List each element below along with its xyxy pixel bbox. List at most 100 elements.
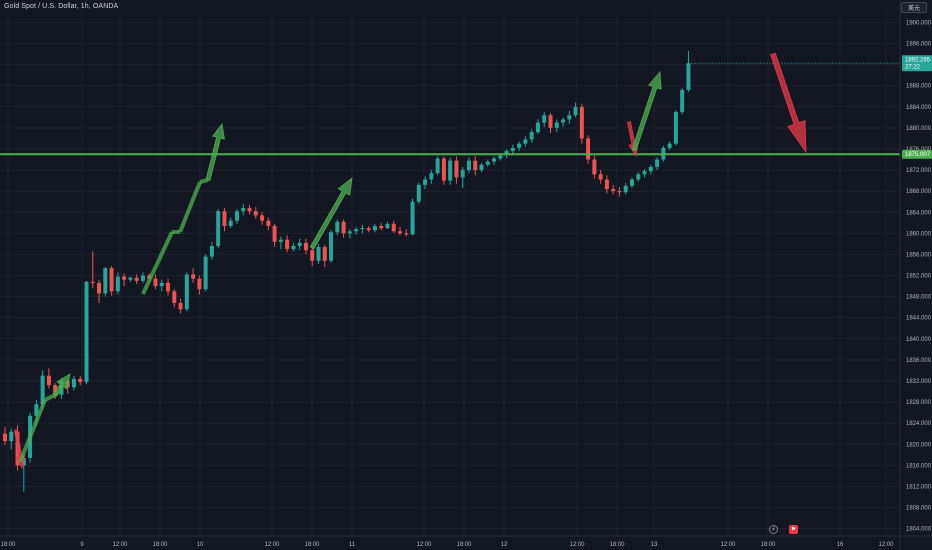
x-tick-label: 18:00: [0, 542, 16, 548]
candle: [191, 268, 196, 283]
candle-body: [404, 233, 409, 235]
candle: [498, 154, 503, 161]
candle-body: [241, 208, 246, 212]
candle-body: [567, 115, 572, 120]
candle-body: [642, 171, 647, 175]
arrow-segment: [172, 230, 180, 234]
x-tick-label: 12:00: [878, 542, 894, 548]
candle-body: [222, 211, 227, 226]
candle: [535, 119, 540, 135]
y-tick-label: 1872.000: [906, 168, 932, 174]
candle: [234, 209, 239, 224]
candle-body: [109, 268, 114, 292]
candle: [435, 156, 440, 176]
candle: [84, 280, 89, 385]
candle-body: [423, 179, 428, 185]
x-tick-label: 18:00: [456, 542, 472, 548]
candle-body: [535, 122, 540, 133]
candle: [140, 272, 145, 283]
y-tick-label: 1888.000: [906, 84, 932, 90]
candle-body: [191, 274, 196, 279]
candle: [617, 186, 622, 197]
candle-body: [260, 215, 265, 221]
candle: [379, 222, 384, 231]
candle: [554, 119, 559, 133]
x-tick-label: 12: [501, 542, 508, 548]
candle: [636, 172, 641, 182]
candle: [492, 156, 497, 165]
candle-body: [586, 138, 591, 160]
y-tick-label: 1852.000: [906, 274, 932, 280]
candle: [579, 103, 584, 144]
candle: [122, 273, 127, 287]
candle-body: [435, 158, 440, 174]
candle-body: [303, 242, 308, 251]
candle-body: [561, 119, 566, 123]
candle-body: [329, 232, 334, 261]
candle-body: [604, 179, 609, 190]
candle: [429, 170, 434, 184]
candle: [303, 238, 308, 255]
candle-body: [517, 143, 522, 148]
candle: [423, 176, 428, 190]
candle-body: [630, 179, 634, 186]
candle-body: [379, 225, 384, 229]
x-tick-label: 18:00: [760, 542, 776, 548]
candle-body: [197, 278, 202, 290]
lightning-icon[interactable]: ⚡: [769, 525, 778, 534]
current-price-tag-text: 1892.265: [905, 58, 931, 64]
event-flag-icon[interactable]: ⚑: [789, 525, 798, 534]
candle-body: [234, 211, 239, 221]
candle-body: [667, 143, 672, 148]
candle-body: [53, 385, 58, 395]
candle: [479, 162, 484, 173]
candle: [228, 217, 233, 229]
candle: [347, 229, 352, 239]
candle-body: [510, 147, 515, 152]
y-tick-label: 1816.000: [906, 463, 932, 469]
arrow-segment: [178, 181, 202, 233]
y-tick-label: 1820.000: [906, 442, 932, 448]
y-tick-label: 1844.000: [906, 316, 932, 322]
candle-body: [441, 158, 446, 181]
candle: [680, 87, 685, 115]
candle: [623, 182, 628, 195]
candle-body: [548, 115, 553, 128]
candle-body: [9, 431, 14, 442]
x-tick-label: 10: [197, 542, 204, 548]
arrow-segment: [141, 231, 174, 295]
candle: [203, 254, 208, 292]
x-tick-label: 16: [837, 542, 844, 548]
candle-body: [335, 221, 340, 233]
candle: [454, 156, 459, 184]
currency-button[interactable]: 美元: [901, 2, 927, 13]
chart-title: Gold Spot / U.S. Dollar, 1h, OANDA: [4, 3, 119, 10]
candle-body: [40, 375, 45, 405]
candle: [216, 209, 221, 249]
candle-body: [410, 201, 415, 235]
candle: [548, 113, 553, 134]
x-tick-label: 11: [349, 542, 356, 548]
y-tick-label: 1864.000: [906, 210, 932, 216]
candle: [686, 50, 691, 93]
support-line-group: [0, 62, 900, 156]
candle: [222, 208, 227, 232]
candle-body: [385, 223, 390, 229]
candle-body: [416, 184, 421, 202]
candle: [391, 220, 396, 234]
candle: [561, 117, 566, 127]
candle-body: [184, 274, 189, 310]
candle: [184, 272, 189, 312]
red-arrow-large: [770, 52, 807, 154]
x-tick-label: 9: [80, 542, 84, 548]
y-tick-label: 1840.000: [906, 337, 932, 343]
candle-body: [285, 239, 290, 250]
candle-body: [460, 170, 465, 178]
candle-body: [592, 159, 597, 175]
candle-body: [78, 378, 83, 383]
candle: [3, 426, 7, 446]
x-tick-label: 12:00: [112, 542, 128, 548]
y-tick-label: 1900.000: [906, 20, 932, 26]
